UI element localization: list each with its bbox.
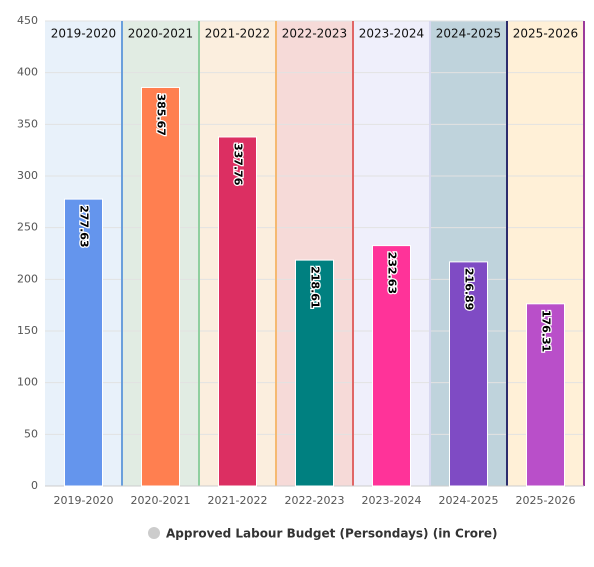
legend-marker — [148, 527, 160, 539]
y-tick-label: 100 — [17, 376, 38, 389]
band-label: 2025-2026 — [513, 27, 578, 41]
data-label: 385.67 — [155, 93, 168, 135]
y-tick-label: 150 — [17, 324, 38, 337]
band-label: 2024-2025 — [436, 27, 501, 41]
bar — [218, 136, 257, 487]
bar — [295, 259, 334, 487]
y-tick-label: 300 — [17, 169, 38, 182]
bar — [64, 198, 103, 487]
data-label: 218.61 — [309, 266, 322, 308]
data-label: 277.63 — [78, 205, 91, 247]
bar — [526, 303, 565, 487]
legend-label: Approved Labour Budget (Persondays) (in … — [166, 527, 498, 541]
band-label: 2023-2024 — [359, 27, 424, 41]
bar — [449, 261, 488, 487]
x-tick-label: 2019-2020 — [54, 494, 114, 507]
y-tick-label: 250 — [17, 221, 38, 234]
data-label: 337.76 — [232, 143, 245, 186]
bar — [372, 245, 411, 487]
legend[interactable]: Approved Labour Budget (Persondays) (in … — [148, 527, 498, 541]
y-tick-label: 400 — [17, 66, 38, 79]
x-tick-label: 2022-2023 — [285, 494, 345, 507]
x-tick-label: 2020-2021 — [131, 494, 191, 507]
y-tick-label: 200 — [17, 272, 38, 285]
band-label: 2020-2021 — [128, 27, 193, 41]
bar — [141, 86, 180, 487]
y-tick-label: 450 — [17, 14, 38, 27]
data-label: 232.63 — [386, 252, 399, 294]
data-label: 176.31 — [540, 310, 553, 352]
y-tick-label: 350 — [17, 117, 38, 130]
band-label: 2019-2020 — [51, 27, 116, 41]
y-tick-label: 0 — [31, 479, 38, 492]
x-tick-label: 2025-2026 — [516, 494, 576, 507]
band-label: 2022-2023 — [282, 27, 347, 41]
y-tick-label: 50 — [24, 427, 38, 440]
x-tick-label: 2021-2022 — [208, 494, 268, 507]
band-label: 2021-2022 — [205, 27, 270, 41]
x-tick-label: 2023-2024 — [362, 494, 422, 507]
x-tick-label: 2024-2025 — [439, 494, 499, 507]
data-label: 216.89 — [463, 268, 476, 310]
